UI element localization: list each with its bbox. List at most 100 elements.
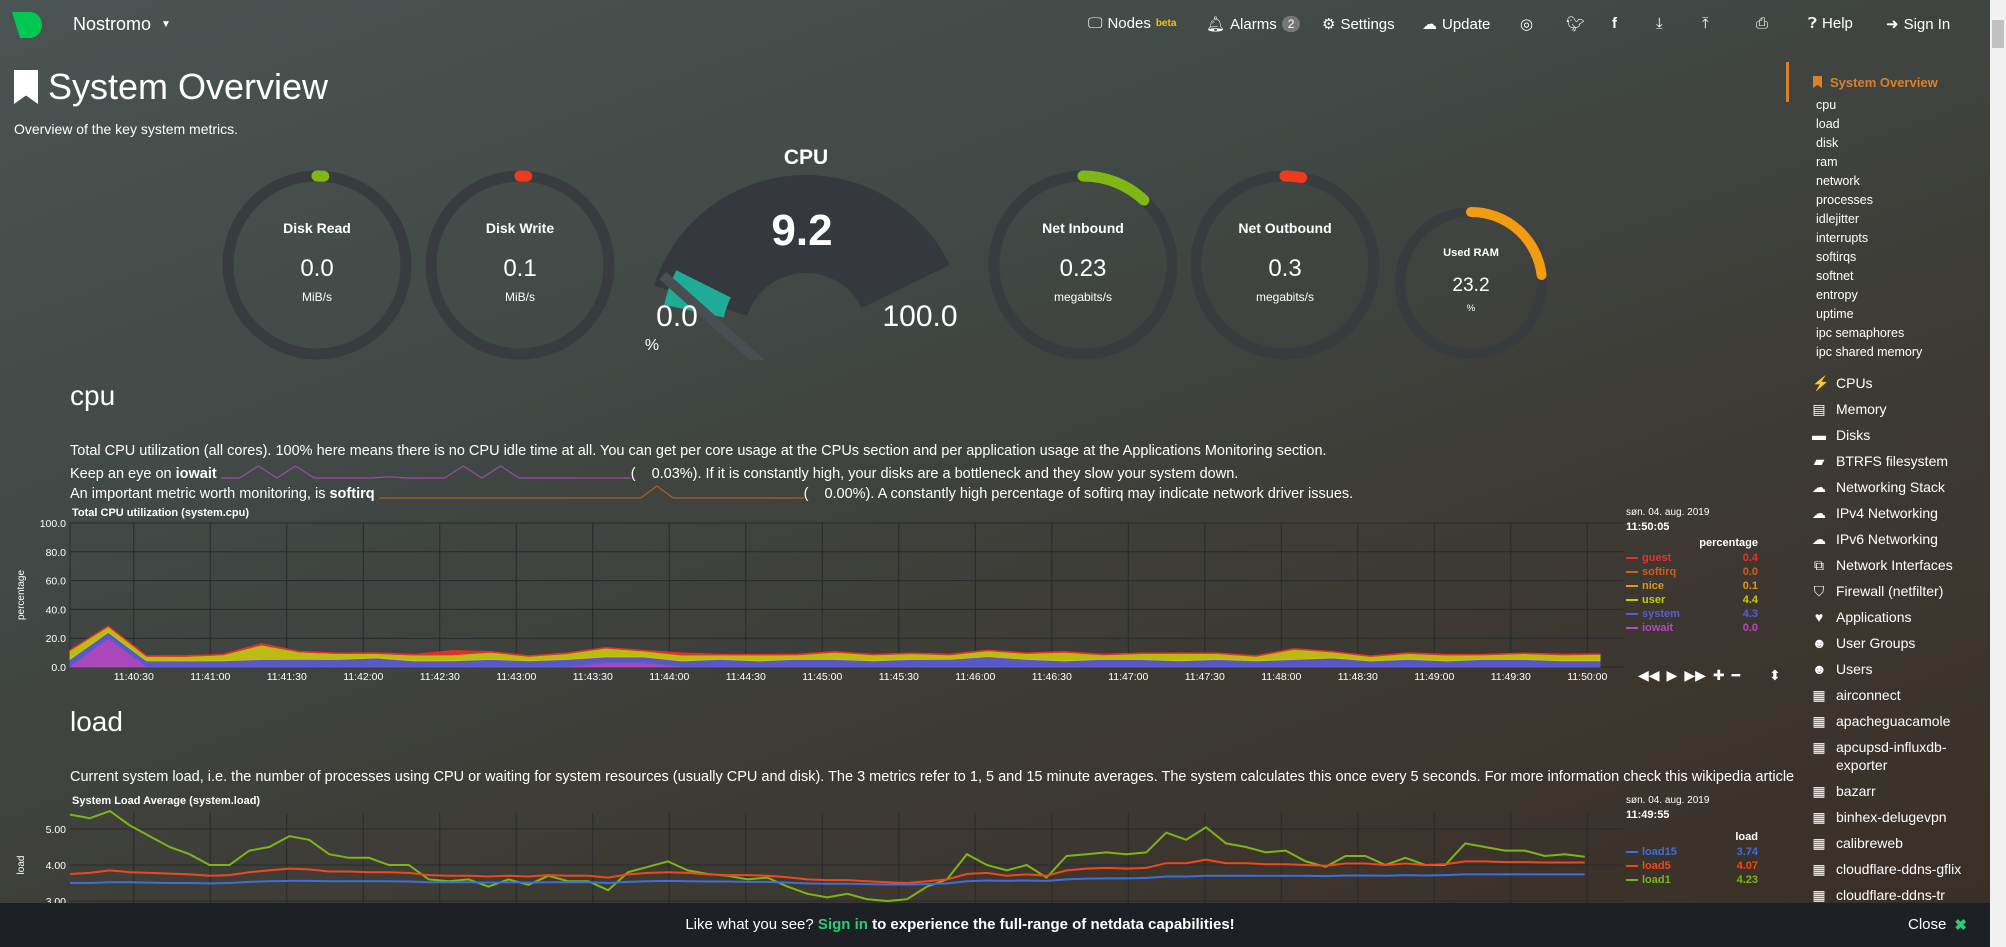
scrollbar-thumb[interactable] <box>1992 20 2004 48</box>
bell-icon: 🔔︎ <box>1206 16 1226 33</box>
sidebar-subitem[interactable]: processes <box>1816 193 1873 207</box>
sidebar-subitem[interactable]: network <box>1816 174 1860 188</box>
print-icon[interactable]: ⎙ <box>1756 15 1769 32</box>
beta-badge: beta <box>1155 18 1177 29</box>
sidebar-subitem[interactable]: ipc semaphores <box>1816 326 1905 340</box>
sidebar-item[interactable]: ▦ apacheguacamole <box>1786 708 1976 734</box>
rewind-icon[interactable]: ◀◀ <box>1638 667 1660 683</box>
sidebar-item[interactable]: ⛉ Firewall (netfilter) <box>1786 578 1976 604</box>
grid-icon: ▦ <box>1812 809 1826 825</box>
sidebar-item-system-overview[interactable]: System Overview <box>1786 62 1976 102</box>
y-tick-label: 5.00 <box>46 824 67 836</box>
banner-close-button[interactable]: Close ✖ <box>1908 916 1967 934</box>
sidebar-subitem[interactable]: ram <box>1816 155 1838 169</box>
series-line-load15 <box>70 873 1585 886</box>
x-tick-label: 11:41:30 <box>267 671 307 683</box>
legend-row[interactable]: load1 4.23 <box>1626 873 1758 887</box>
sidebar-item[interactable]: ▤ Memory <box>1786 396 1976 422</box>
sidebar-item[interactable]: ☁ Networking Stack <box>1786 474 1976 500</box>
sidebar-item[interactable]: ☁ IPv4 Networking <box>1786 500 1976 526</box>
x-tick-label: 11:46:00 <box>955 671 995 683</box>
legend-row[interactable]: system 4.3 <box>1626 607 1758 621</box>
sidebar-item[interactable]: ⚡ CPUs <box>1786 370 1976 396</box>
legend-series-name: user <box>1642 594 1666 606</box>
node-selector[interactable]: Nostromo ▼ <box>73 14 171 35</box>
legend-date: søn. 04. aug. 2019 <box>1626 507 1710 518</box>
legend-row[interactable]: load15 3.74 <box>1626 845 1758 859</box>
sidebar-subitem[interactable]: idlejitter <box>1816 212 1860 226</box>
legend-row[interactable]: softirq 0.0 <box>1626 565 1758 579</box>
sidebar-item[interactable]: ▦ airconnect <box>1786 682 1976 708</box>
nav-alarms[interactable]: 🔔︎ Alarms 2 <box>1206 15 1301 33</box>
gauges-svg <box>222 170 1547 360</box>
sidebar-subitem[interactable]: softirqs <box>1816 250 1857 264</box>
cpu-chart-title: Total CPU utilization (system.cpu) <box>72 507 250 519</box>
sidebar-item[interactable]: ▦ apcupsd-influxdb-exporter <box>1786 734 1976 778</box>
sidebar-item[interactable]: ♥ Applications <box>1786 604 1976 630</box>
cloud-download-icon: ☁ <box>1422 16 1437 33</box>
twitter-icon[interactable]: 🐦︎ <box>1566 16 1586 33</box>
gauge-fill-arc <box>1077 170 1150 206</box>
sidebar-subitem[interactable]: cpu <box>1816 98 1837 112</box>
load-chart-legend: søn. 04. aug. 2019 11:49:55 load load15 3… <box>1626 795 1758 887</box>
sidebar-subitem[interactable]: disk <box>1816 136 1839 150</box>
legend-row[interactable]: iowait 0.0 <box>1626 621 1758 635</box>
nav-nodes[interactable]: 🖵 Nodes beta <box>1088 15 1176 32</box>
sidebar-item-label: airconnect <box>1836 687 1901 703</box>
fast-forward-icon[interactable]: ▶▶ <box>1684 667 1706 683</box>
facebook-icon[interactable]: f <box>1612 15 1617 32</box>
softirq-sparkline <box>378 485 804 499</box>
upload-icon[interactable]: ⤒ <box>1702 15 1709 32</box>
sidebar-subitem[interactable]: load <box>1816 117 1840 131</box>
zoom-in-icon[interactable]: ✚ <box>1712 667 1725 683</box>
github-icon[interactable]: ◎ <box>1520 16 1534 33</box>
banner-signin-link[interactable]: Sign in <box>817 916 868 933</box>
sidebar-subitem[interactable]: uptime <box>1816 307 1854 321</box>
play-icon[interactable]: ▶ <box>1666 667 1678 683</box>
sidebar-item[interactable]: ▰ BTRFS filesystem <box>1786 448 1976 474</box>
nav-update[interactable]: ☁ Update <box>1422 15 1490 34</box>
sidebar-item[interactable]: ☻ User Groups <box>1786 630 1976 656</box>
sidebar-item[interactable]: ⧉ Network Interfaces <box>1786 552 1976 578</box>
sidebar-item[interactable]: ▦ cloudflare-ddns-tr <box>1786 882 1976 908</box>
legend-series-name: system <box>1642 608 1680 620</box>
resize-icon[interactable]: ⬍ <box>1769 667 1781 683</box>
iowait-label: iowait <box>175 466 217 482</box>
sidebar-subitem[interactable]: ipc shared memory <box>1816 345 1923 359</box>
iowait-sparkline <box>220 465 631 479</box>
gauge-unit: megabits/s <box>1053 290 1113 304</box>
grid-icon: ▦ <box>1812 687 1826 703</box>
page-scrollbar[interactable] <box>1990 0 2006 947</box>
nav-settings[interactable]: ⚙ Settings <box>1322 15 1395 34</box>
sidebar-item[interactable]: ▦ bazarr <box>1786 778 1976 804</box>
legend-row[interactable]: guest 0.4 <box>1626 551 1758 565</box>
sidebar-item[interactable]: ☁ IPv6 Networking <box>1786 526 1976 552</box>
legend-time: 11:50:05 <box>1626 521 1670 533</box>
sidebar-subitem[interactable]: entropy <box>1816 288 1858 302</box>
sidebar-item-label: Disks <box>1836 427 1871 443</box>
legend-row[interactable]: user 4.4 <box>1626 593 1758 607</box>
nav-signin[interactable]: ➜ Sign In <box>1886 15 1950 34</box>
sidebar-subitem[interactable]: interrupts <box>1816 231 1869 245</box>
nav-help[interactable]: ❓︎ Help <box>1808 15 1853 32</box>
close-icon: ✖ <box>1954 917 1967 934</box>
sidebar-item[interactable]: ▬ Disks <box>1786 422 1976 448</box>
legend-row[interactable]: load5 4.07 <box>1626 859 1758 873</box>
gauge-unit: MiB/s <box>302 290 332 304</box>
sidebar-item-label: calibreweb <box>1836 835 1903 851</box>
x-tick-label: 11:49:00 <box>1414 671 1454 683</box>
page-title-text: System Overview <box>48 66 329 107</box>
sidebar-item[interactable]: ▦ binhex-delugevpn <box>1786 804 1976 830</box>
sidebar-item[interactable]: ☻ Users <box>1786 656 1976 682</box>
x-tick-label: 11:43:30 <box>573 671 613 683</box>
download-icon[interactable]: ⤓ <box>1656 15 1663 32</box>
cpu-gauge-value: 9.2 <box>771 206 833 255</box>
sidebar-item[interactable]: ▦ cloudflare-ddns-gflix <box>1786 856 1976 882</box>
sidebar-item[interactable]: ▦ calibreweb <box>1786 830 1976 856</box>
sidebar-subitem[interactable]: softnet <box>1816 269 1854 283</box>
zoom-out-icon[interactable]: ━ <box>1731 667 1741 683</box>
legend-row[interactable]: nice 0.1 <box>1626 579 1758 593</box>
y-tick-label: 80.0 <box>46 547 67 559</box>
netdata-logo-icon[interactable] <box>12 12 42 38</box>
